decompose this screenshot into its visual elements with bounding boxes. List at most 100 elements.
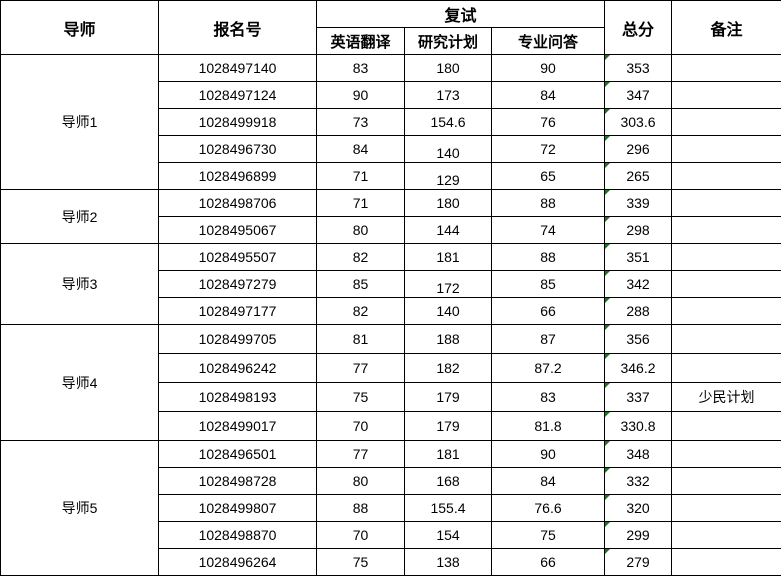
total-cell[interactable]: 342 — [605, 271, 672, 298]
note-cell[interactable] — [672, 271, 781, 298]
note-cell[interactable] — [672, 325, 781, 354]
qa-cell[interactable]: 90 — [492, 55, 605, 82]
total-cell[interactable]: 339 — [605, 190, 672, 217]
note-cell[interactable] — [672, 298, 781, 325]
qa-cell[interactable]: 66 — [492, 298, 605, 325]
advisor-cell[interactable]: 导师5 — [1, 441, 159, 576]
english-cell[interactable]: 70 — [317, 522, 405, 549]
note-cell[interactable] — [672, 354, 781, 383]
english-cell[interactable]: 84 — [317, 136, 405, 163]
note-cell[interactable] — [672, 412, 781, 441]
advisor-cell[interactable]: 导师2 — [1, 190, 159, 244]
id-cell[interactable]: 1028496730 — [159, 136, 317, 163]
id-cell[interactable]: 1028499807 — [159, 495, 317, 522]
research-cell[interactable]: 181 — [405, 441, 492, 468]
id-cell[interactable]: 1028496501 — [159, 441, 317, 468]
english-cell[interactable]: 81 — [317, 325, 405, 354]
research-cell[interactable]: 179 — [405, 383, 492, 412]
english-cell[interactable]: 77 — [317, 441, 405, 468]
id-cell[interactable]: 1028498193 — [159, 383, 317, 412]
qa-cell[interactable]: 85 — [492, 271, 605, 298]
id-cell[interactable]: 1028496899 — [159, 163, 317, 190]
note-cell[interactable] — [672, 190, 781, 217]
total-cell[interactable]: 353 — [605, 55, 672, 82]
id-cell[interactable]: 1028497124 — [159, 82, 317, 109]
advisor-cell[interactable]: 导师4 — [1, 325, 159, 441]
qa-cell[interactable]: 88 — [492, 244, 605, 271]
id-cell[interactable]: 1028497177 — [159, 298, 317, 325]
research-cell[interactable]: 179 — [405, 412, 492, 441]
research-cell[interactable]: 173 — [405, 82, 492, 109]
total-cell[interactable]: 337 — [605, 383, 672, 412]
qa-cell[interactable]: 83 — [492, 383, 605, 412]
total-cell[interactable]: 299 — [605, 522, 672, 549]
qa-cell[interactable]: 81.8 — [492, 412, 605, 441]
total-cell[interactable]: 346.2 — [605, 354, 672, 383]
total-cell[interactable]: 356 — [605, 325, 672, 354]
id-cell[interactable]: 1028495507 — [159, 244, 317, 271]
english-cell[interactable]: 83 — [317, 55, 405, 82]
header-english[interactable]: 英语翻译 — [317, 28, 405, 55]
english-cell[interactable]: 82 — [317, 298, 405, 325]
id-cell[interactable]: 1028497279 — [159, 271, 317, 298]
research-cell[interactable]: 129 — [405, 163, 492, 190]
english-cell[interactable]: 80 — [317, 217, 405, 244]
note-cell[interactable] — [672, 495, 781, 522]
header-advisor[interactable]: 导师 — [1, 1, 159, 55]
total-cell[interactable]: 303.6 — [605, 109, 672, 136]
english-cell[interactable]: 75 — [317, 549, 405, 576]
qa-cell[interactable]: 84 — [492, 82, 605, 109]
qa-cell[interactable]: 74 — [492, 217, 605, 244]
header-reg-no[interactable]: 报名号 — [159, 1, 317, 55]
note-cell[interactable] — [672, 244, 781, 271]
english-cell[interactable]: 82 — [317, 244, 405, 271]
english-cell[interactable]: 71 — [317, 190, 405, 217]
research-cell[interactable]: 168 — [405, 468, 492, 495]
id-cell[interactable]: 1028498728 — [159, 468, 317, 495]
english-cell[interactable]: 75 — [317, 383, 405, 412]
qa-cell[interactable]: 72 — [492, 136, 605, 163]
note-cell[interactable] — [672, 136, 781, 163]
research-cell[interactable]: 154 — [405, 522, 492, 549]
research-cell[interactable]: 181 — [405, 244, 492, 271]
id-cell[interactable]: 1028496264 — [159, 549, 317, 576]
id-cell[interactable]: 1028499918 — [159, 109, 317, 136]
note-cell[interactable] — [672, 522, 781, 549]
header-note[interactable]: 备注 — [672, 1, 781, 55]
research-cell[interactable]: 140 — [405, 298, 492, 325]
id-cell[interactable]: 1028495067 — [159, 217, 317, 244]
research-cell[interactable]: 180 — [405, 55, 492, 82]
total-cell[interactable]: 347 — [605, 82, 672, 109]
english-cell[interactable]: 70 — [317, 412, 405, 441]
qa-cell[interactable]: 75 — [492, 522, 605, 549]
id-cell[interactable]: 1028498706 — [159, 190, 317, 217]
note-cell[interactable] — [672, 217, 781, 244]
research-cell[interactable]: 180 — [405, 190, 492, 217]
header-total[interactable]: 总分 — [605, 1, 672, 55]
id-cell[interactable]: 1028499705 — [159, 325, 317, 354]
total-cell[interactable]: 265 — [605, 163, 672, 190]
qa-cell[interactable]: 65 — [492, 163, 605, 190]
id-cell[interactable]: 1028498870 — [159, 522, 317, 549]
english-cell[interactable]: 80 — [317, 468, 405, 495]
total-cell[interactable]: 320 — [605, 495, 672, 522]
qa-cell[interactable]: 87.2 — [492, 354, 605, 383]
total-cell[interactable]: 296 — [605, 136, 672, 163]
qa-cell[interactable]: 84 — [492, 468, 605, 495]
qa-cell[interactable]: 76 — [492, 109, 605, 136]
header-qa[interactable]: 专业问答 — [492, 28, 605, 55]
english-cell[interactable]: 85 — [317, 271, 405, 298]
total-cell[interactable]: 279 — [605, 549, 672, 576]
qa-cell[interactable]: 88 — [492, 190, 605, 217]
note-cell[interactable] — [672, 55, 781, 82]
english-cell[interactable]: 90 — [317, 82, 405, 109]
note-cell[interactable] — [672, 109, 781, 136]
note-cell[interactable] — [672, 441, 781, 468]
english-cell[interactable]: 88 — [317, 495, 405, 522]
id-cell[interactable]: 1028499017 — [159, 412, 317, 441]
research-cell[interactable]: 188 — [405, 325, 492, 354]
research-cell[interactable]: 182 — [405, 354, 492, 383]
header-research[interactable]: 研究计划 — [405, 28, 492, 55]
note-cell[interactable] — [672, 82, 781, 109]
qa-cell[interactable]: 76.6 — [492, 495, 605, 522]
